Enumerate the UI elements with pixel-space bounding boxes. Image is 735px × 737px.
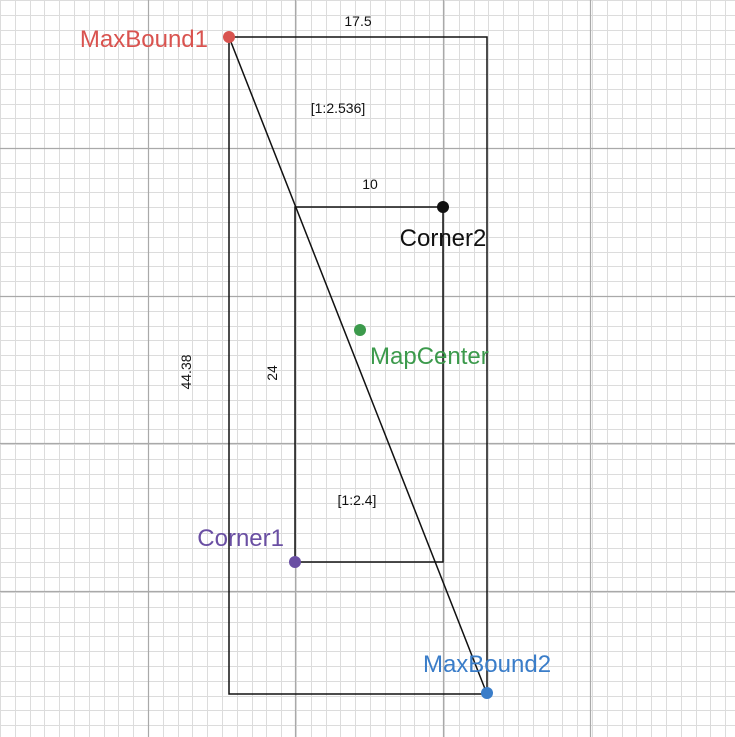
inner-map-rect (294, 206, 444, 563)
outer-ratio-label: [1:2.536] (311, 100, 366, 116)
maxbound1-point[interactable] (223, 31, 235, 43)
maxbound2-label: MaxBound2 (423, 651, 551, 678)
outer-width-label: 17.5 (344, 13, 371, 29)
diagonal-line (228, 36, 488, 695)
outer-bound-rect (228, 36, 488, 695)
maxbound1-label: MaxBound1 (80, 26, 208, 53)
corner2-label: Corner2 (400, 225, 487, 252)
mapcenter-point[interactable] (354, 324, 366, 336)
inner-height-label: 24 (264, 365, 280, 381)
outer-height-label: 44.38 (178, 354, 194, 389)
inner-width-label: 10 (362, 176, 378, 192)
corner1-label: Corner1 (197, 525, 284, 552)
maxbound2-point[interactable] (481, 687, 493, 699)
corner2-point[interactable] (437, 201, 449, 213)
corner1-point[interactable] (289, 556, 301, 568)
mapcenter-label: MapCenter (370, 343, 489, 370)
inner-ratio-label: [1:2.4] (338, 492, 377, 508)
